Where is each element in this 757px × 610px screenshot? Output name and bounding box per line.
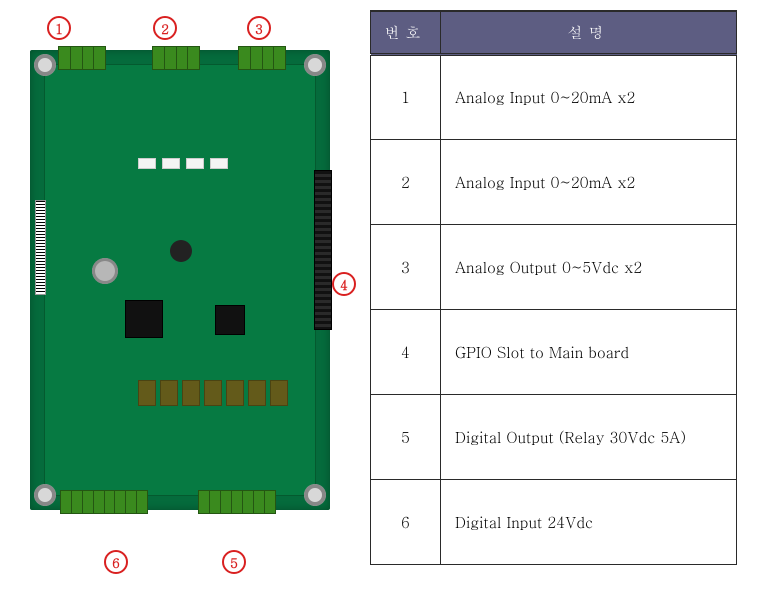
optocoupler-icon: [210, 158, 228, 169]
mount-hole-icon: [304, 484, 326, 506]
callout-6: 6: [104, 550, 128, 574]
optocoupler-icon: [138, 158, 156, 169]
gpio-header-icon: [314, 170, 332, 330]
table-row: 3Analog Output 0~5Vdc x2: [371, 225, 737, 310]
pcb-diagram: 123456: [10, 10, 340, 590]
inductor-icon: [170, 240, 192, 262]
coin-cell-icon: [92, 258, 118, 284]
table-row: 4GPIO Slot to Main board: [371, 310, 737, 395]
cell-number: 2: [371, 140, 441, 225]
callout-1: 1: [47, 16, 71, 40]
cell-desc: Analog Input 0~20mA x2: [441, 140, 737, 225]
callout-5: 5: [222, 550, 246, 574]
callout-2: 2: [153, 16, 177, 40]
ic-chip-icon: [215, 305, 245, 335]
table-row: 5Digital Output (Relay 30Vdc 5A): [371, 395, 737, 480]
callout-4: 4: [332, 272, 356, 296]
relay-icon: [248, 380, 266, 406]
table-row: 1Analog Input 0~20mA x2: [371, 55, 737, 140]
mount-hole-icon: [34, 54, 56, 76]
cell-desc: Analog Input 0~20mA x2: [441, 55, 737, 140]
table-row: 2Analog Input 0~20mA x2: [371, 140, 737, 225]
cell-desc: Analog Output 0~5Vdc x2: [441, 225, 737, 310]
cell-number: 4: [371, 310, 441, 395]
optocoupler-icon: [186, 158, 204, 169]
relay-icon: [270, 380, 288, 406]
relay-icon: [226, 380, 244, 406]
cell-desc: Digital Input 24Vdc: [441, 480, 737, 565]
terminal-block-icon: [238, 46, 286, 70]
cell-desc: Digital Output (Relay 30Vdc 5A): [441, 395, 737, 480]
relay-icon: [204, 380, 222, 406]
legend-table-wrap: 번호 설명 1Analog Input 0~20mA x22Analog Inp…: [370, 10, 737, 590]
cell-number: 1: [371, 55, 441, 140]
terminal-block-icon: [198, 490, 276, 514]
col-header-desc: 설명: [441, 11, 737, 55]
mount-hole-icon: [34, 484, 56, 506]
terminal-block-icon: [152, 46, 200, 70]
pcb-board: [30, 50, 330, 510]
ic-chip-icon: [125, 300, 163, 338]
cell-number: 6: [371, 480, 441, 565]
table-row: 6Digital Input 24Vdc: [371, 480, 737, 565]
terminal-block-icon: [60, 490, 148, 514]
col-header-number: 번호: [371, 11, 441, 55]
figure-root: 123456 번호 설명 1Analog Input 0~20mA x22Ana…: [0, 0, 757, 600]
callout-3: 3: [247, 16, 271, 40]
optocoupler-icon: [162, 158, 180, 169]
terminal-block-icon: [58, 46, 106, 70]
cell-number: 5: [371, 395, 441, 480]
pcb-inner-area: [44, 64, 316, 496]
relay-icon: [182, 380, 200, 406]
relay-icon: [138, 380, 156, 406]
barcode-label-icon: [35, 200, 46, 295]
legend-table: 번호 설명 1Analog Input 0~20mA x22Analog Inp…: [370, 10, 737, 565]
cell-desc: GPIO Slot to Main board: [441, 310, 737, 395]
relay-icon: [160, 380, 178, 406]
cell-number: 3: [371, 225, 441, 310]
mount-hole-icon: [304, 54, 326, 76]
